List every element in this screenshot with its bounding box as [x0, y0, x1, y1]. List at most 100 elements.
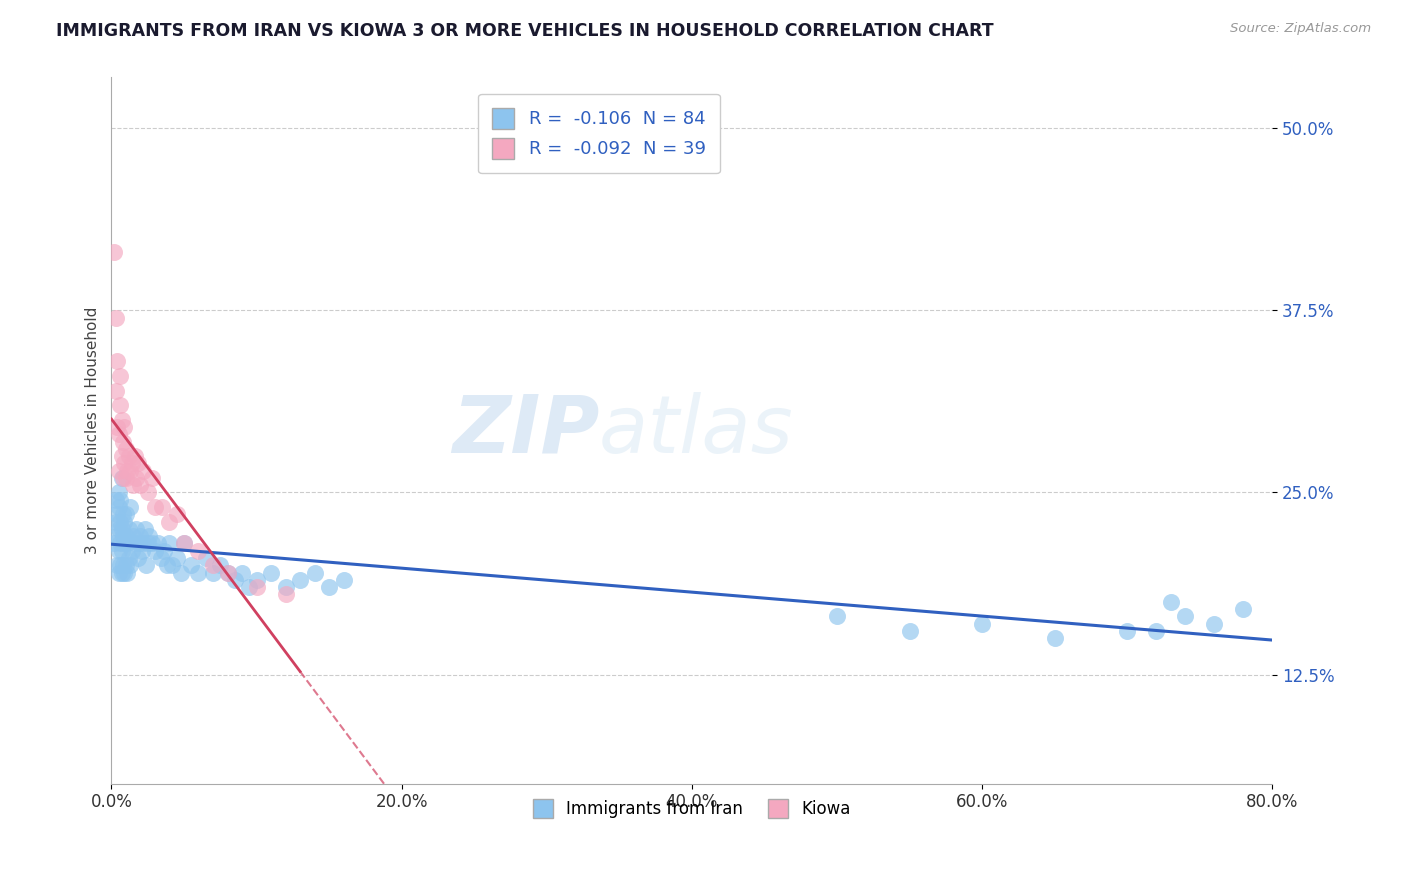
Point	[115, 529, 138, 543]
Point	[111, 434, 134, 449]
Point	[288, 573, 311, 587]
Point	[245, 573, 267, 587]
Point	[132, 536, 155, 550]
Point	[114, 515, 136, 529]
Point	[187, 543, 209, 558]
Point	[122, 478, 145, 492]
Point	[104, 492, 127, 507]
Point	[104, 384, 127, 398]
Point	[108, 536, 131, 550]
Point	[898, 624, 921, 638]
Point	[110, 412, 132, 426]
Point	[115, 471, 138, 485]
Point	[332, 573, 354, 587]
Text: ZIP: ZIP	[451, 392, 599, 469]
Point	[1174, 609, 1197, 624]
Point	[110, 471, 132, 485]
Point	[111, 471, 134, 485]
Point	[972, 616, 994, 631]
Point	[105, 420, 128, 434]
Point	[117, 536, 139, 550]
Point	[129, 478, 152, 492]
Point	[136, 536, 159, 550]
Point	[143, 500, 166, 514]
Point	[125, 471, 148, 485]
Point	[107, 427, 129, 442]
Point	[125, 522, 148, 536]
Point	[1204, 616, 1226, 631]
Point	[825, 609, 848, 624]
Point	[127, 551, 149, 566]
Point	[318, 580, 340, 594]
Point	[108, 558, 131, 573]
Point	[108, 515, 131, 529]
Point	[245, 580, 267, 594]
Point	[201, 566, 224, 580]
Point	[122, 529, 145, 543]
Point	[110, 522, 132, 536]
Legend: Immigrants from Iran, Kiowa: Immigrants from Iran, Kiowa	[526, 792, 858, 825]
Point	[304, 566, 326, 580]
Point	[187, 566, 209, 580]
Point	[138, 529, 160, 543]
Point	[141, 536, 163, 550]
Point	[115, 442, 138, 456]
Point	[105, 529, 128, 543]
Point	[118, 551, 141, 566]
Point	[107, 464, 129, 478]
Point	[115, 558, 138, 573]
Point	[107, 543, 129, 558]
Point	[141, 471, 163, 485]
Point	[134, 522, 156, 536]
Point	[111, 558, 134, 573]
Point	[120, 464, 142, 478]
Point	[114, 536, 136, 550]
Point	[111, 529, 134, 543]
Point	[149, 551, 172, 566]
Point	[121, 456, 143, 470]
Point	[114, 420, 136, 434]
Point	[104, 515, 127, 529]
Point	[107, 566, 129, 580]
Text: IMMIGRANTS FROM IRAN VS KIOWA 3 OR MORE VEHICLES IN HOUSEHOLD CORRELATION CHART: IMMIGRANTS FROM IRAN VS KIOWA 3 OR MORE …	[56, 22, 994, 40]
Point	[105, 558, 128, 573]
Point	[150, 500, 173, 514]
Point	[108, 492, 131, 507]
Point	[124, 536, 146, 550]
Point	[146, 536, 169, 550]
Point	[155, 558, 177, 573]
Point	[114, 456, 136, 470]
Point	[117, 464, 139, 478]
Point	[173, 536, 195, 550]
Point	[274, 587, 297, 601]
Point	[117, 566, 139, 580]
Point	[120, 500, 142, 514]
Point	[231, 566, 253, 580]
Point	[107, 485, 129, 500]
Point	[103, 536, 125, 550]
Point	[103, 245, 125, 260]
Point	[107, 500, 129, 514]
Point	[108, 368, 131, 383]
Point	[1144, 624, 1167, 638]
Point	[1160, 595, 1182, 609]
Point	[180, 558, 202, 573]
Point	[131, 543, 153, 558]
Point	[105, 508, 128, 522]
Point	[132, 464, 155, 478]
Point	[224, 573, 246, 587]
Point	[129, 529, 152, 543]
Point	[121, 543, 143, 558]
Point	[209, 558, 232, 573]
Point	[128, 536, 150, 550]
Point	[238, 580, 260, 594]
Point	[194, 551, 217, 566]
Point	[104, 310, 127, 325]
Point	[173, 536, 195, 550]
Point	[274, 580, 297, 594]
Point	[115, 508, 138, 522]
Point	[110, 449, 132, 463]
Point	[217, 566, 239, 580]
Point	[166, 508, 188, 522]
Point	[127, 456, 149, 470]
